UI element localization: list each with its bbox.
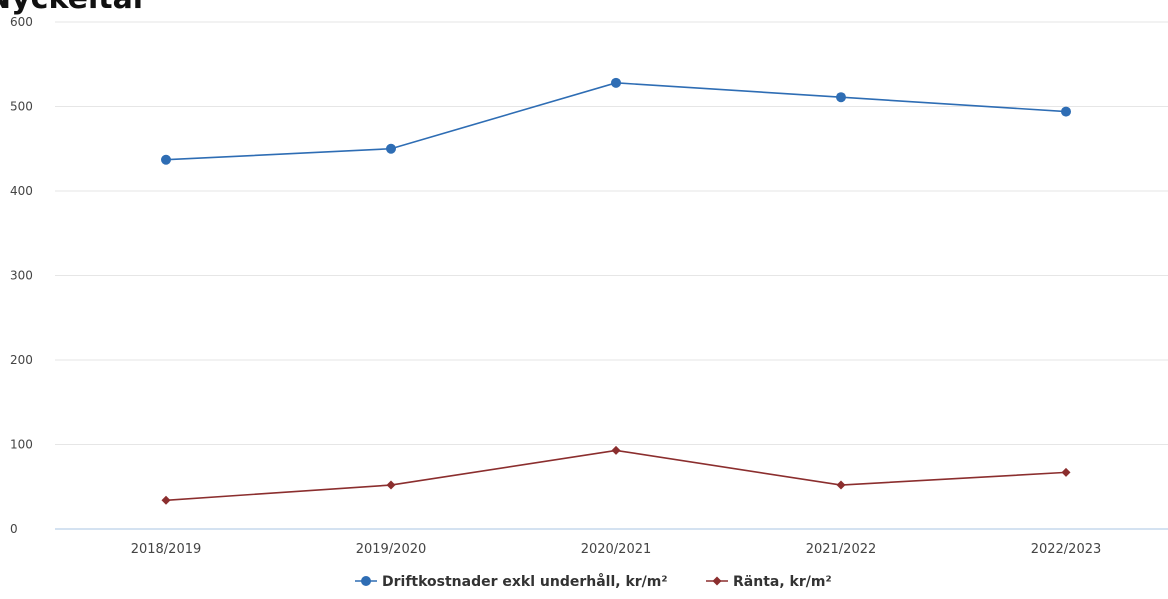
y-axis: 0 100 200 300 400 500 600 xyxy=(10,15,33,536)
legend-marker xyxy=(712,576,722,586)
y-tick-label: 400 xyxy=(10,184,33,198)
legend-item[interactable]: Ränta, kr/m² xyxy=(706,574,832,590)
y-tick-label: 100 xyxy=(10,438,33,452)
data-point xyxy=(161,154,171,165)
data-point xyxy=(836,92,846,103)
y-tick-label: 0 xyxy=(10,522,18,536)
y-tick-label: 200 xyxy=(10,353,33,367)
data-point xyxy=(611,77,621,88)
series-line xyxy=(165,449,1067,502)
legend-label: Ränta, kr/m² xyxy=(733,574,832,590)
data-point xyxy=(1061,467,1071,477)
x-tick-label: 2018/2019 xyxy=(131,542,202,557)
y-tick-label: 300 xyxy=(10,269,33,283)
x-tick-label: 2021/2022 xyxy=(806,542,877,557)
gridlines xyxy=(55,21,1168,445)
legend-label: Driftkostnader exkl underhåll, kr/m² xyxy=(382,573,668,590)
y-tick-label: 500 xyxy=(10,100,33,114)
series-line xyxy=(165,82,1067,161)
data-point xyxy=(386,143,396,154)
data-point xyxy=(386,480,396,490)
data-point xyxy=(161,495,171,505)
chart-title: Nyckeltal xyxy=(0,0,143,16)
data-point xyxy=(611,445,621,455)
series-layer xyxy=(161,77,1071,505)
data-point xyxy=(1061,106,1071,117)
data-point xyxy=(836,480,846,490)
x-tick-label: 2020/2021 xyxy=(581,542,652,557)
legend-item[interactable]: Driftkostnader exkl underhåll, kr/m² xyxy=(355,573,668,590)
y-tick-label: 600 xyxy=(10,15,33,29)
x-tick-label: 2022/2023 xyxy=(1031,542,1102,557)
x-axis: 2018/2019 2019/2020 2020/2021 2021/2022 2022… xyxy=(131,542,1102,557)
legend-marker xyxy=(361,576,371,586)
x-tick-label: 2019/2020 xyxy=(356,542,427,557)
legend: Driftkostnader exkl underhåll, kr/m² Ränt… xyxy=(355,573,832,590)
